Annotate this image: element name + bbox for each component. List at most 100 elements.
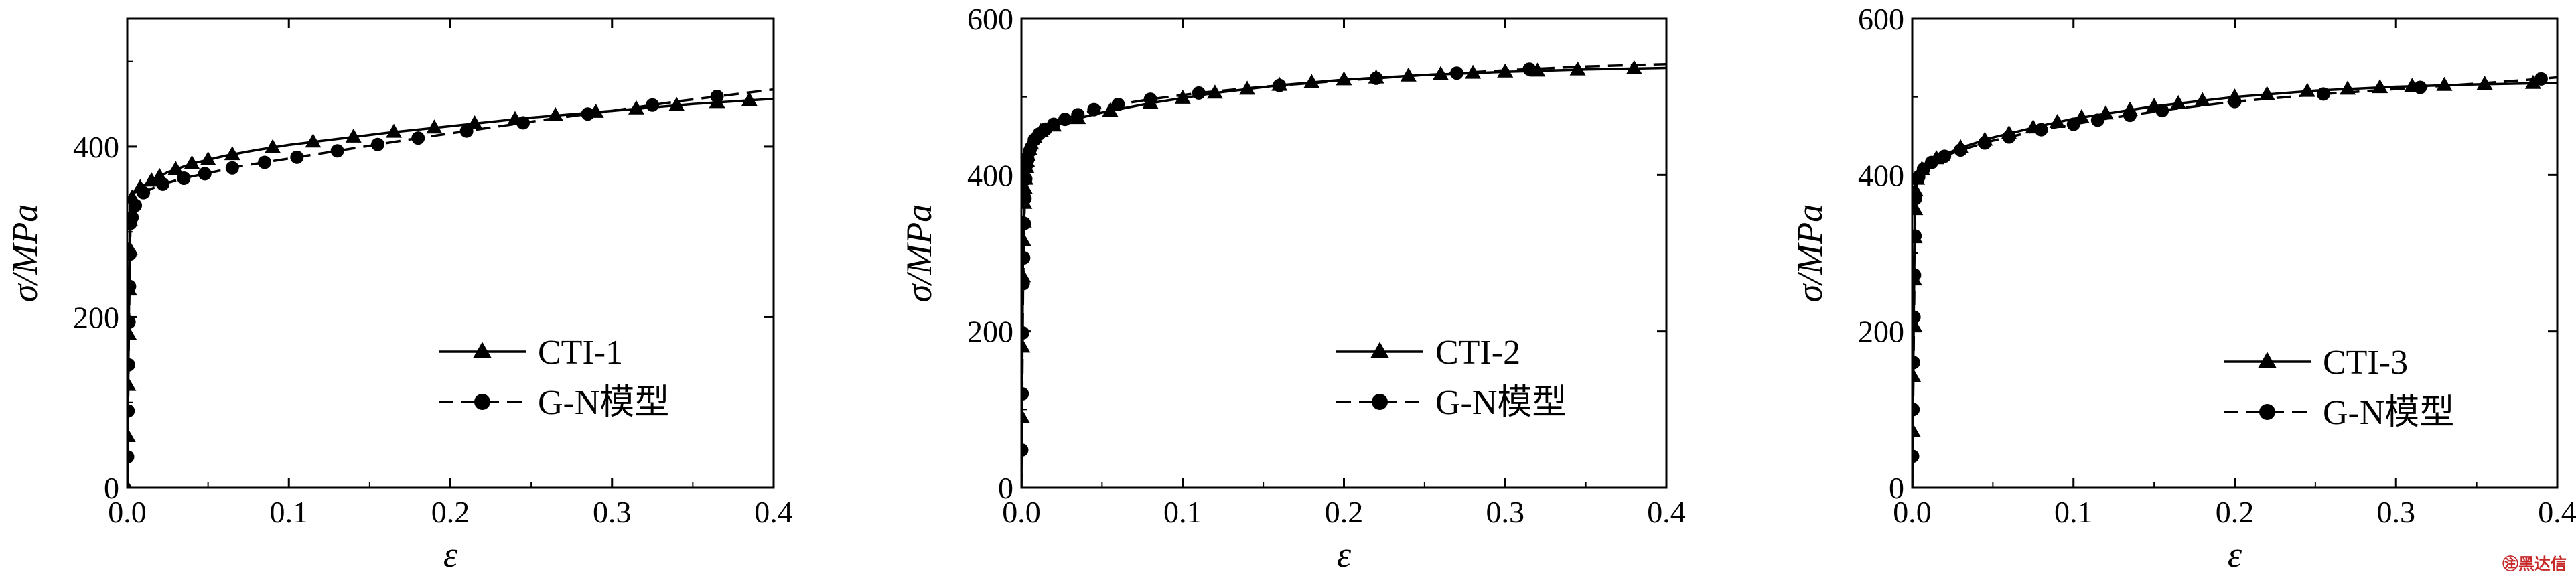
triangle-marker [426,119,443,134]
plot-frame [126,17,775,489]
circle-marker [330,144,344,158]
legend-label: G-N模型 [1435,384,1567,422]
triangle-marker [2049,113,2066,128]
x-tick-label: 0.1 [1163,495,1202,529]
circle-marker [1087,102,1101,117]
triangle-marker [265,139,281,153]
circle-marker [137,186,151,200]
circle-marker [2413,80,2427,94]
circle-marker [411,131,425,145]
circle-marker [127,279,137,293]
x-tick-label: 0.1 [2054,495,2093,529]
x-tick-label: 0.1 [270,495,309,529]
plot-area [1912,72,2557,488]
circle-marker [258,155,272,169]
legend-circle-marker [474,394,490,410]
x-tick-label: 0.3 [1486,495,1525,529]
triangle-marker [741,92,758,106]
circle-marker [127,404,135,418]
chart-panel-1: 0.0 0.1 0.2 0.3 0.4 0 200 400 ε σ/MPa CTI-1 G-N模型 [5,17,793,575]
x-tick-label: 0.0 [1893,495,1932,529]
circle-marker [1021,277,1030,291]
circle-marker [2228,94,2242,109]
x-axis-title: ε [1337,534,1352,575]
circle-marker [1047,117,1061,131]
triangle-marker [1174,89,1191,104]
triangle-marker [1400,67,1417,82]
circle-marker [177,171,191,185]
legend-label: G-N模型 [2323,394,2454,432]
circle-marker [1912,192,1922,206]
x-tick-label: 0.2 [431,495,470,529]
y-tick-label: 0 [104,471,119,505]
series-line-solid [127,97,774,488]
y-tick-label: 0 [1889,471,1904,505]
circle-marker [1978,136,1992,150]
legend-triangle-marker [2258,352,2277,368]
x-tick-label: 0.3 [2377,495,2416,529]
y-tick-label: 400 [1858,158,1904,192]
circle-marker [2534,72,2548,86]
triangle-marker [1569,61,1586,76]
triangle-marker [2259,86,2275,100]
watermark-logo: ㊟黑达信 [2502,555,2567,573]
series-line-dashed [1021,62,1666,488]
triangle-marker [200,151,216,166]
circle-marker [1143,92,1157,106]
triangle-marker [2299,82,2315,97]
legend: CTI-3 G-N模型 [2224,344,2454,432]
y-tick-label: 600 [967,2,1013,36]
triangle-marker [2170,94,2187,109]
circle-marker [127,247,137,261]
circle-marker [198,167,212,181]
circle-marker [225,161,239,175]
circle-marker [1938,149,1952,163]
circle-marker [2316,87,2330,101]
circle-marker [1912,229,1922,243]
triangle-marker [305,133,321,148]
y-tick-label: 200 [967,315,1013,349]
circle-marker [2155,104,2169,118]
triangle-marker [345,128,362,143]
circle-marker [1021,387,1029,401]
circle-marker [1924,155,1938,169]
circle-marker [127,210,139,224]
circle-marker [1071,108,1085,122]
circle-marker [127,450,135,464]
circle-marker [1021,326,1029,340]
triangle-marker [1206,84,1223,99]
triangle-marker [668,96,685,111]
circle-marker [1192,86,1206,100]
triangle-marker [2436,76,2453,91]
circle-marker [1912,449,1920,463]
y-tick-label: 0 [998,471,1013,505]
triangle-marker [1102,102,1119,117]
x-tick-label: 0.0 [1002,495,1041,529]
series-line-dashed [127,88,774,488]
circle-marker [1912,356,1920,370]
circle-marker [156,177,170,191]
triangle-marker [1912,423,1921,437]
y-axis-title: σ/MPa [899,204,939,303]
circle-marker [1058,113,1072,127]
y-tick-label: 200 [73,300,119,334]
circle-marker [2090,113,2104,127]
plot-frame [1020,17,1668,489]
triangle-marker [127,428,136,443]
triangle-marker [2194,92,2211,106]
x-tick-label: 0.0 [108,495,147,529]
legend-triangle-marker [473,342,492,358]
triangle-marker [224,146,240,161]
y-tick-label: 200 [1858,315,1904,349]
x-tick-label: 0.4 [2538,495,2576,529]
triangle-marker [1021,409,1030,423]
legend-label: CTI-3 [2323,344,2408,382]
plot-area [1021,60,1666,488]
y-tick-label: 400 [967,158,1013,192]
y-axis-title: σ/MPa [1790,204,1830,303]
circle-marker [710,90,724,104]
circle-marker [129,198,143,212]
x-axis-title: ε [443,534,458,575]
triangle-marker [1626,60,1642,74]
circle-marker [127,358,135,372]
